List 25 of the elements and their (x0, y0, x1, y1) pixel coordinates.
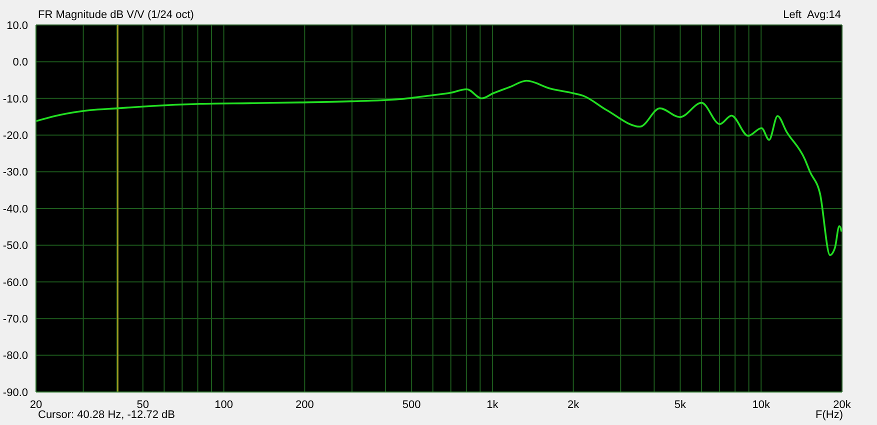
y-tick-label: 0.0 (12, 56, 28, 69)
x-tick-label: 100 (214, 398, 233, 411)
y-tick-label: -50.0 (2, 240, 28, 252)
x-tick-label: 20k (833, 398, 852, 411)
y-tick-label: -80.0 (2, 350, 28, 362)
x-tick-label: 200 (295, 398, 314, 411)
y-tick-label: -40.0 (2, 203, 28, 216)
x-tick-label: 2k (568, 398, 580, 411)
x-tick-label: 50 (136, 398, 150, 411)
x-axis-title: F(Hz) (816, 409, 843, 421)
y-tick-label: -10.0 (2, 93, 28, 106)
x-tick-label: 500 (402, 398, 421, 411)
text: Cursor: 40.28 Hz, -12.72 dB (38, 409, 175, 421)
x-tick-label: 20 (30, 398, 42, 411)
y-tick-label: -30.0 (2, 166, 28, 179)
x-tick-label: 1k (486, 398, 499, 411)
y-tick-label: -90.0 (2, 386, 28, 399)
x-tick-label: 5k (674, 398, 687, 411)
y-tick-label: -60.0 (2, 276, 28, 289)
y-tick-label: 10.0 (6, 20, 28, 32)
x-tick-label: 10k (752, 398, 770, 411)
y-tick-label: -70.0 (2, 314, 28, 326)
text: Left Avg:14 (783, 9, 841, 21)
chart-title: FR Magnitude dB V/V (1/24 oct) (38, 9, 194, 21)
y-tick-label: -20.0 (2, 130, 28, 142)
